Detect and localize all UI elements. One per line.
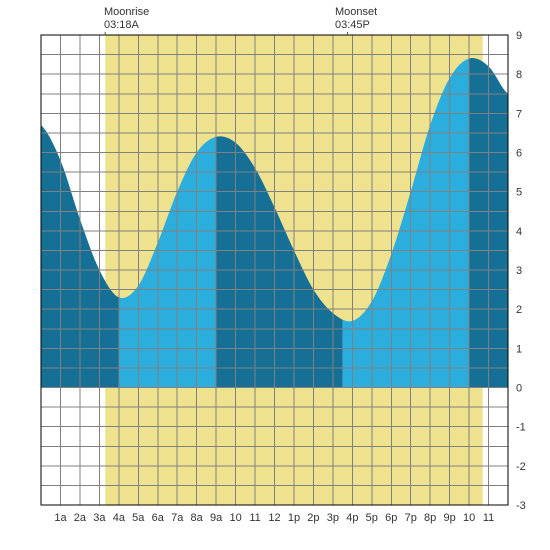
svg-text:1: 1 [516,343,522,355]
svg-text:5a: 5a [132,512,145,524]
svg-text:3: 3 [516,265,522,277]
svg-text:3p: 3p [327,512,339,524]
moonset-time: 03:45P [335,19,377,32]
svg-text:5: 5 [516,187,522,199]
svg-text:0: 0 [516,383,522,395]
svg-text:-2: -2 [516,461,526,473]
svg-text:9: 9 [516,30,522,42]
svg-text:8p: 8p [424,512,436,524]
tide-chart: Moonrise 03:18A Moonset 03:45P -3-2-1012… [0,0,550,550]
svg-text:1a: 1a [54,512,67,524]
svg-text:8: 8 [516,69,522,81]
svg-text:10: 10 [463,512,475,524]
svg-text:7p: 7p [405,512,417,524]
annotation-moonrise: Moonrise 03:18A [104,6,149,32]
svg-text:4: 4 [516,226,522,238]
svg-text:2: 2 [516,304,522,316]
svg-text:6p: 6p [385,512,397,524]
svg-text:2p: 2p [307,512,319,524]
svg-text:6: 6 [516,148,522,160]
svg-text:11: 11 [483,512,494,524]
svg-text:11: 11 [249,512,260,524]
moonset-label: Moonset [335,6,377,19]
svg-text:9a: 9a [210,512,223,524]
annotation-moonset: Moonset 03:45P [335,6,377,32]
svg-text:1p: 1p [288,512,300,524]
svg-text:7: 7 [516,108,522,120]
chart-svg: -3-2-101234567891a2a3a4a5a6a7a8a9a101112… [0,0,550,550]
svg-text:4a: 4a [113,512,126,524]
moonrise-time: 03:18A [104,19,149,32]
svg-text:6a: 6a [152,512,165,524]
svg-text:4p: 4p [346,512,358,524]
svg-text:2a: 2a [74,512,87,524]
svg-text:10: 10 [229,512,241,524]
moonrise-label: Moonrise [104,6,149,19]
svg-text:-1: -1 [516,422,526,434]
svg-text:9p: 9p [444,512,456,524]
svg-text:5p: 5p [366,512,378,524]
svg-text:7a: 7a [171,512,184,524]
svg-text:3a: 3a [93,512,106,524]
svg-text:8a: 8a [191,512,204,524]
svg-text:-3: -3 [516,500,526,512]
svg-text:12: 12 [268,512,280,524]
